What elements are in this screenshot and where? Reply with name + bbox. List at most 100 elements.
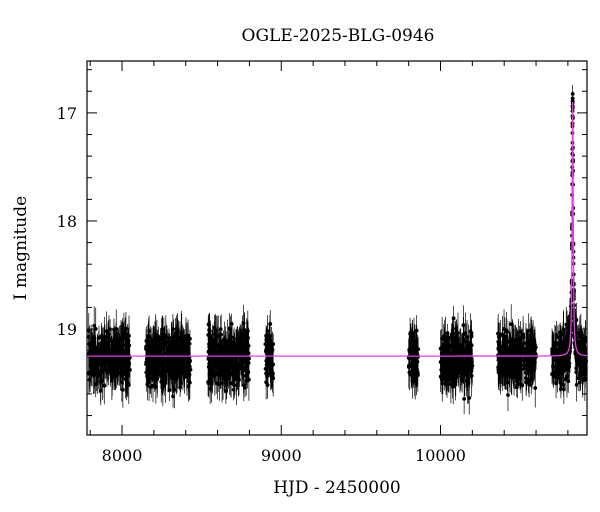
data-point — [566, 379, 571, 384]
data-point — [88, 346, 93, 351]
data-point — [163, 381, 168, 386]
data-point — [168, 359, 173, 363]
data-point — [175, 327, 180, 331]
data-point — [152, 369, 157, 374]
x-tick-label: 9000 — [261, 446, 302, 465]
data-point — [119, 364, 124, 369]
data-point — [561, 362, 566, 367]
data-point — [455, 345, 460, 350]
x-tick-label: 10000 — [415, 446, 466, 465]
data-point — [517, 369, 522, 374]
data-point — [186, 363, 191, 368]
data-point — [179, 330, 184, 335]
data-point — [124, 326, 128, 331]
data-point — [126, 339, 131, 343]
data-point — [177, 358, 181, 363]
data-point — [206, 381, 211, 386]
data-point — [522, 348, 527, 352]
data-point — [117, 338, 122, 343]
data-point — [410, 368, 415, 373]
data-point — [530, 337, 535, 342]
data-point — [574, 366, 579, 371]
data-point — [229, 321, 234, 326]
data-point — [149, 340, 154, 345]
data-point — [440, 358, 444, 362]
data-point — [124, 347, 128, 352]
data-point — [244, 331, 249, 336]
data-point — [520, 352, 525, 356]
data-point — [465, 334, 469, 339]
data-point — [451, 384, 456, 389]
data-point — [102, 383, 107, 388]
data-point — [527, 351, 532, 355]
data-point — [188, 367, 193, 372]
data-point — [500, 333, 505, 338]
data-point — [263, 342, 268, 347]
data-point — [268, 322, 273, 326]
data-point — [563, 377, 568, 382]
data-point — [554, 333, 559, 337]
data-point — [109, 338, 114, 343]
data-point — [214, 357, 219, 362]
data-point — [235, 343, 240, 348]
data-point — [502, 368, 507, 373]
data-point — [120, 360, 125, 364]
data-point — [444, 382, 449, 387]
data-point — [408, 331, 412, 336]
data-point — [554, 367, 559, 372]
data-point — [469, 373, 474, 378]
data-point — [101, 341, 106, 346]
data-point — [533, 345, 538, 350]
data-point — [455, 365, 460, 370]
data-point — [574, 382, 579, 387]
data-point — [270, 371, 275, 376]
data-point — [527, 366, 532, 371]
data-point — [230, 366, 235, 370]
data-point — [550, 349, 555, 353]
data-point — [96, 374, 101, 379]
data-point — [214, 360, 219, 365]
data-point — [264, 371, 268, 376]
data-point — [169, 339, 174, 344]
data-point — [221, 376, 225, 381]
data-point — [514, 342, 519, 346]
data-point — [206, 322, 211, 327]
y-tick-label: 17 — [57, 104, 77, 123]
data-point — [123, 363, 128, 368]
data-point — [440, 377, 445, 382]
chart-title: OGLE-2025-BLG-0946 — [242, 26, 435, 46]
y-tick-label: 19 — [57, 320, 77, 339]
data-point — [579, 360, 584, 365]
data-point — [228, 358, 233, 363]
data-point — [524, 376, 528, 380]
plot-frame — [86, 60, 588, 436]
data-point — [443, 334, 448, 339]
data-point — [113, 359, 118, 363]
data-point — [550, 372, 554, 377]
data-point — [412, 334, 416, 339]
data-point — [166, 369, 170, 374]
data-point — [454, 341, 459, 346]
data-point — [208, 347, 213, 352]
data-point — [564, 322, 569, 327]
data-point — [88, 371, 92, 376]
data-point — [110, 367, 115, 372]
data-point — [558, 386, 563, 391]
data-point — [218, 373, 223, 377]
data-point — [171, 334, 176, 339]
data-point — [497, 359, 502, 364]
data-point — [511, 371, 516, 376]
data-point — [468, 341, 473, 345]
data-point — [163, 340, 168, 344]
data-point — [206, 357, 211, 361]
data-point — [147, 349, 152, 354]
data-point — [497, 335, 502, 340]
data-point — [106, 356, 111, 361]
y-axis-label: I magnitude — [11, 196, 31, 300]
data-point — [527, 382, 532, 387]
data-point — [577, 372, 582, 377]
tick-labels: 8000 9000 10000 17 18 19 — [57, 104, 466, 465]
data-point — [559, 348, 564, 353]
data-point — [562, 341, 567, 346]
data-point — [106, 335, 110, 340]
